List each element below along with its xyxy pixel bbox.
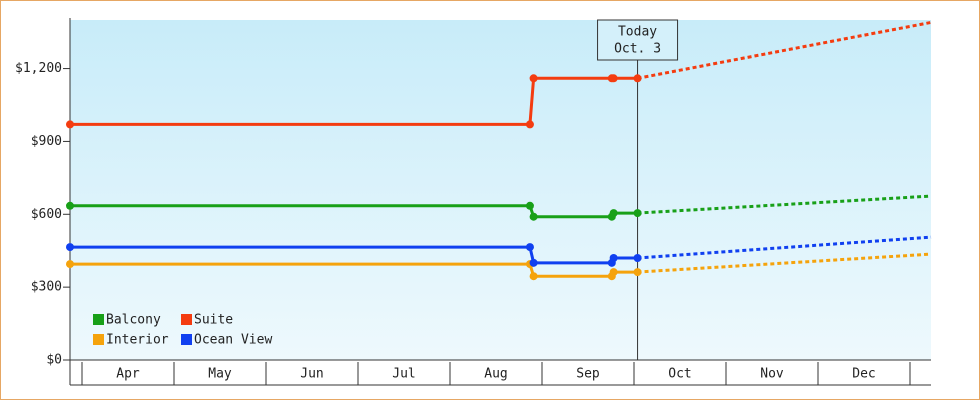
legend-swatch	[93, 334, 104, 345]
forecast-line	[637, 20, 932, 80]
price-point	[609, 268, 618, 277]
y-tick-label: $0	[46, 353, 62, 368]
plot-area	[70, 20, 931, 360]
price-point	[609, 209, 618, 218]
x-tick-label: Oct	[668, 367, 691, 382]
price-point	[529, 258, 538, 267]
price-point	[66, 243, 74, 252]
today-label: Oct. 3	[614, 42, 661, 57]
legend-label: Balcony	[106, 313, 161, 328]
legend-swatch	[181, 314, 192, 325]
x-tick-label: May	[208, 367, 232, 382]
price-point	[66, 120, 74, 129]
y-tick-label: $300	[31, 280, 62, 295]
price-point	[529, 212, 538, 221]
x-tick-label: Sep	[576, 367, 600, 382]
price-point	[633, 209, 642, 218]
price-point	[529, 272, 538, 281]
x-tick-label: Dec	[852, 367, 875, 382]
price-point	[525, 243, 534, 252]
x-tick-label: Jul	[392, 367, 415, 382]
price-point	[633, 74, 642, 83]
legend-label: Interior	[106, 333, 169, 348]
price-point	[633, 268, 642, 277]
y-tick-label: $1,200	[15, 61, 62, 76]
legend-swatch	[93, 314, 104, 325]
legend-swatch	[181, 334, 192, 345]
x-tick-label: Aug	[484, 367, 507, 382]
price-point	[633, 254, 642, 262]
x-tick-label: Jun	[300, 367, 323, 382]
price-point	[609, 254, 618, 262]
today-label: Today	[618, 25, 657, 40]
price-point	[66, 201, 74, 210]
legend-label: Suite	[194, 313, 233, 328]
legend-label: Ocean View	[194, 333, 272, 348]
price-point	[525, 201, 534, 210]
x-tick-label: Apr	[116, 367, 140, 382]
y-tick-label: $600	[31, 207, 62, 222]
price-point	[66, 260, 74, 269]
price-point	[609, 74, 618, 83]
price-point	[529, 74, 538, 83]
x-tick-label: Nov	[760, 367, 784, 382]
y-tick-label: $900	[31, 134, 62, 149]
today-box	[597, 19, 679, 61]
forecast-line	[637, 235, 932, 260]
price-point	[525, 120, 534, 129]
